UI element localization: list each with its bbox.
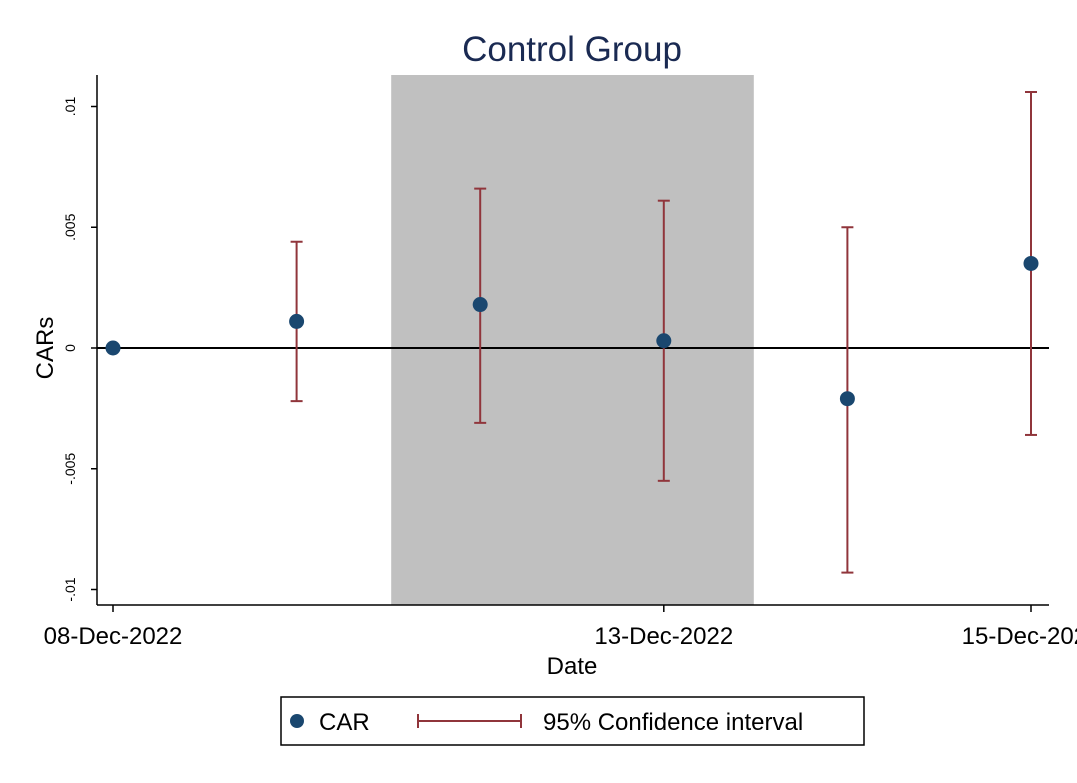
y-tick-label: 0 (62, 344, 78, 352)
legend: CAR 95% Confidence interval (280, 696, 865, 746)
y-tick-label: -.005 (62, 453, 78, 485)
y-tick-label: -.01 (62, 577, 78, 601)
y-tick-label: .01 (62, 97, 78, 117)
car-point (289, 313, 305, 329)
x-tick-label: 13-Dec-2022 (594, 623, 733, 650)
legend-ci-marker (417, 714, 522, 728)
shaded-region-layer (391, 75, 754, 605)
car-point-layer (105, 255, 1039, 407)
legend-box (280, 696, 865, 746)
legend-ci-label: 95% Confidence interval (543, 709, 803, 736)
y-axis-label: CARs (32, 317, 59, 380)
x-axis-label: Date (547, 653, 598, 680)
legend-car-label: CAR (319, 709, 370, 736)
axes: .01 .005 0 -.005 -.01 08-Dec-2022 13-Dec-2022 1… (44, 75, 1077, 650)
y-tick-label: .005 (62, 213, 78, 240)
car-point (472, 297, 488, 313)
legend-car-marker (290, 714, 304, 728)
shaded-region (391, 75, 754, 605)
car-point (1023, 255, 1039, 271)
car-point (839, 391, 855, 407)
x-tick-label: 15-Dec-2022 (962, 623, 1077, 650)
car-point (105, 340, 121, 356)
car-point (656, 333, 672, 349)
chart-title: Control Group (462, 30, 682, 69)
x-tick-label: 08-Dec-2022 (44, 623, 183, 650)
